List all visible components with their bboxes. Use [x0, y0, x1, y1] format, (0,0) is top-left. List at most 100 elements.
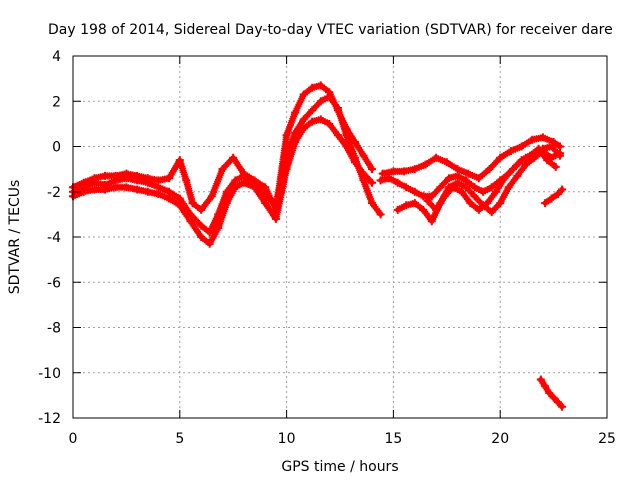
data-point	[449, 183, 458, 192]
y-tick-label: -4	[47, 230, 61, 246]
data-point	[299, 124, 308, 133]
data-point	[432, 205, 441, 214]
data-point	[389, 167, 398, 176]
data-point	[133, 171, 142, 180]
data-point	[222, 187, 231, 196]
data-point	[79, 178, 88, 187]
data-point	[457, 187, 466, 196]
x-tick-label: 25	[598, 431, 616, 447]
data-point	[175, 194, 184, 203]
data-point	[175, 201, 184, 210]
data-point	[496, 153, 505, 162]
y-tick-label: -12	[38, 411, 61, 427]
data-point	[197, 221, 206, 230]
data-point	[419, 205, 428, 214]
data-point	[291, 138, 300, 146]
data-point	[479, 187, 488, 196]
data-point	[111, 183, 120, 192]
series-track-8	[541, 185, 567, 208]
data-point	[427, 217, 436, 226]
data-point	[462, 183, 470, 192]
data-point	[351, 158, 359, 167]
x-tick-labels: 0 5 10 15 20 25	[69, 431, 616, 447]
data-point	[368, 165, 376, 174]
data-point	[111, 171, 120, 180]
data-point	[133, 185, 142, 194]
data-point	[378, 169, 387, 178]
data-point	[231, 176, 240, 185]
data-point	[500, 174, 509, 183]
data-point	[197, 205, 206, 214]
data-point	[368, 178, 376, 187]
x-axis-label: GPS time / hours	[281, 459, 398, 475]
data-point	[214, 223, 223, 232]
data-point	[351, 138, 359, 146]
data-point	[410, 165, 419, 174]
data-point	[316, 81, 325, 90]
data-point	[122, 169, 131, 178]
data-point	[419, 192, 428, 201]
data-point	[122, 183, 131, 192]
data-point	[551, 162, 560, 171]
data-point	[470, 192, 479, 201]
data-point	[423, 196, 432, 205]
data-point	[553, 190, 562, 198]
data-point	[427, 192, 436, 201]
data-point	[547, 142, 556, 151]
data-point	[474, 174, 483, 183]
data-point	[545, 389, 554, 398]
data-point	[521, 160, 530, 169]
data-point	[442, 158, 451, 167]
y-tick-label: 4	[52, 49, 61, 65]
data-point	[464, 169, 473, 178]
data-point	[316, 97, 325, 106]
data-point	[316, 115, 325, 124]
series-track-2	[69, 115, 376, 248]
data-point	[487, 208, 496, 217]
data-point	[325, 88, 334, 97]
data-point	[229, 153, 238, 162]
data-point	[491, 187, 500, 196]
y-tick-labels: 4 2 0 -2 -4 -6 -8 -10 -12	[38, 49, 61, 427]
data-point	[470, 183, 479, 192]
data-point	[474, 205, 483, 214]
data-point	[547, 194, 556, 203]
data-point	[143, 174, 152, 183]
data-point	[218, 165, 227, 174]
data-point	[506, 147, 515, 155]
series-track-4	[378, 133, 564, 183]
data-point	[517, 156, 526, 165]
data-point	[359, 169, 368, 178]
data-point	[165, 174, 174, 183]
data-point	[261, 183, 270, 192]
data-point	[549, 393, 558, 402]
data-point	[197, 233, 206, 241]
data-point	[536, 375, 545, 384]
data-point	[556, 149, 564, 158]
data-point	[231, 183, 240, 192]
data-point	[444, 174, 453, 183]
data-point	[207, 192, 216, 201]
data-point	[538, 133, 547, 142]
data-point	[299, 90, 308, 99]
data-point	[261, 199, 270, 208]
data-point	[342, 124, 351, 133]
data-point	[239, 178, 248, 187]
data-point	[188, 199, 197, 208]
y-tick-label: 0	[52, 140, 61, 156]
data-point	[553, 398, 562, 407]
y-tick-label: -2	[47, 185, 61, 201]
data-point	[543, 156, 552, 165]
data-point	[487, 183, 496, 192]
series-track-9	[536, 375, 567, 411]
axis-ticks	[72, 55, 608, 419]
data-point	[325, 119, 334, 128]
data-point	[376, 176, 385, 185]
data-point	[333, 106, 342, 115]
data-point	[513, 171, 522, 180]
data-point	[308, 117, 317, 126]
data-point	[154, 190, 163, 198]
x-tick-label: 20	[491, 431, 509, 447]
